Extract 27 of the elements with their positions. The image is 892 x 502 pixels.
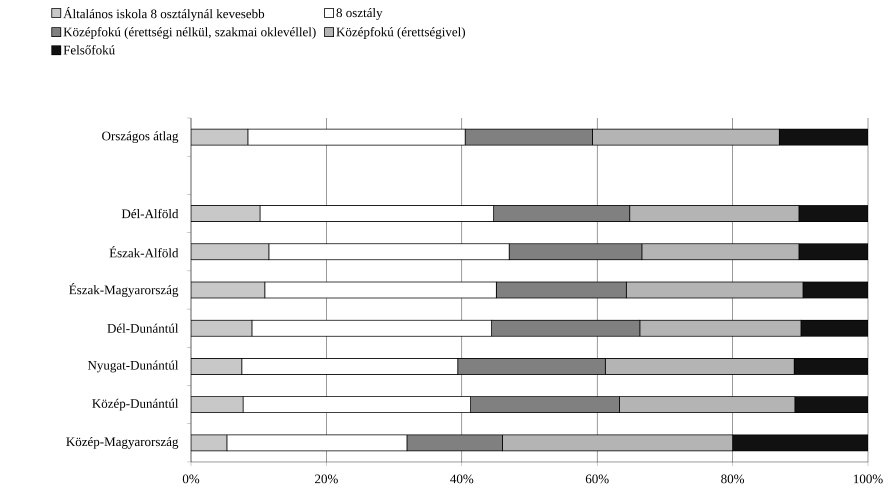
bar <box>191 243 270 260</box>
bar <box>191 434 228 452</box>
y-tick-label: Közép-Dunántúl <box>92 398 178 411</box>
legend-label: Felsőfokú <box>64 45 115 54</box>
legend-label: Középfokú (érettségi nélkül, szakmai oklevéllel) <box>64 27 316 40</box>
y-tick-label: Dél-Alföld <box>122 208 178 218</box>
y-tick-label: Dél-Dunántúl <box>107 324 178 333</box>
y-tick-label: Közép-Magyarország <box>66 436 178 449</box>
bar <box>191 282 266 298</box>
bar <box>191 205 260 222</box>
x-tick-label: 20% <box>315 474 338 484</box>
y-tick-label: Észak-Alföld <box>110 246 178 258</box>
bar <box>191 358 242 375</box>
legend-label: Általános iskola 8 osztálynál kevesebb <box>63 6 264 21</box>
bar <box>191 396 244 414</box>
x-tick-label: 0% <box>182 474 200 484</box>
y-tick-label: Észak-Magyarország <box>69 283 178 297</box>
x-tick-label: 80% <box>721 474 744 484</box>
legend-label: Középfokú (érettségivel) <box>336 27 466 40</box>
bar <box>191 320 252 337</box>
y-tick-label: Nyugat-Dunántúl <box>88 360 178 372</box>
x-tick-label: 40% <box>450 474 474 484</box>
y-tick-label: Országos átlag <box>102 131 178 144</box>
legend-label: 8 osztály <box>336 8 383 20</box>
bar <box>191 128 248 146</box>
x-tick-label: 60% <box>586 474 609 484</box>
x-tick-label: 100% <box>854 474 883 484</box>
